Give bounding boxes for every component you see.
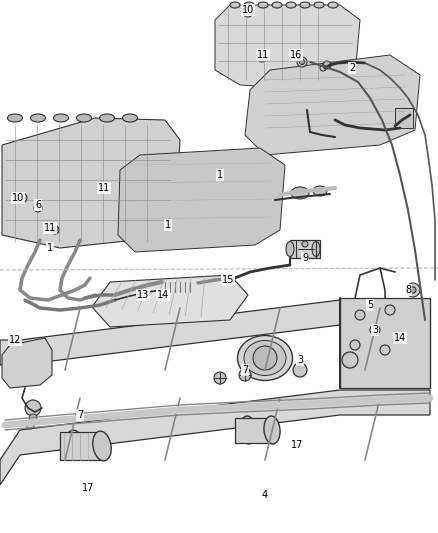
Circle shape bbox=[243, 7, 253, 17]
Text: 17: 17 bbox=[82, 483, 94, 493]
Circle shape bbox=[26, 421, 34, 429]
Ellipse shape bbox=[123, 114, 138, 122]
Circle shape bbox=[214, 372, 226, 384]
Ellipse shape bbox=[314, 2, 324, 8]
Circle shape bbox=[342, 352, 358, 368]
Circle shape bbox=[302, 241, 308, 247]
Circle shape bbox=[51, 226, 59, 234]
Polygon shape bbox=[118, 148, 285, 252]
Ellipse shape bbox=[264, 416, 280, 444]
Polygon shape bbox=[0, 390, 430, 485]
Circle shape bbox=[20, 196, 24, 200]
Circle shape bbox=[380, 345, 390, 355]
Text: 9: 9 bbox=[302, 253, 308, 263]
Text: 15: 15 bbox=[222, 275, 234, 285]
Text: 3: 3 bbox=[372, 325, 378, 335]
Bar bbox=[395, 108, 413, 128]
Circle shape bbox=[355, 310, 365, 320]
Circle shape bbox=[293, 363, 307, 377]
Bar bbox=[235, 418, 273, 443]
Polygon shape bbox=[0, 300, 430, 365]
Circle shape bbox=[370, 325, 380, 335]
Text: 14: 14 bbox=[394, 333, 406, 343]
Circle shape bbox=[34, 204, 42, 212]
Text: 11: 11 bbox=[257, 50, 269, 60]
Text: 3: 3 bbox=[297, 355, 303, 365]
Text: 5: 5 bbox=[367, 300, 373, 310]
Text: 7: 7 bbox=[77, 410, 83, 420]
Bar bbox=[60, 432, 100, 460]
Ellipse shape bbox=[328, 2, 338, 8]
Ellipse shape bbox=[240, 416, 256, 444]
Text: 14: 14 bbox=[157, 290, 169, 300]
Ellipse shape bbox=[312, 241, 320, 256]
Text: 11: 11 bbox=[98, 183, 110, 193]
Ellipse shape bbox=[291, 187, 309, 199]
Text: 1: 1 bbox=[47, 243, 53, 253]
Ellipse shape bbox=[286, 2, 296, 8]
Circle shape bbox=[53, 228, 57, 232]
Text: 8: 8 bbox=[405, 285, 411, 295]
Polygon shape bbox=[215, 5, 360, 90]
Text: 4: 4 bbox=[262, 490, 268, 500]
Text: 2: 2 bbox=[349, 63, 355, 73]
Circle shape bbox=[246, 10, 250, 14]
Text: 1: 1 bbox=[217, 170, 223, 180]
Ellipse shape bbox=[244, 2, 254, 8]
Ellipse shape bbox=[300, 2, 310, 8]
Text: 16: 16 bbox=[290, 50, 302, 60]
Circle shape bbox=[29, 414, 37, 422]
Ellipse shape bbox=[77, 114, 92, 122]
Ellipse shape bbox=[286, 241, 294, 256]
Ellipse shape bbox=[66, 430, 84, 460]
Text: 7: 7 bbox=[242, 365, 248, 375]
Ellipse shape bbox=[237, 335, 293, 381]
Text: 10: 10 bbox=[242, 5, 254, 15]
Text: 12: 12 bbox=[9, 335, 21, 345]
Circle shape bbox=[25, 400, 41, 416]
Circle shape bbox=[239, 369, 251, 381]
Ellipse shape bbox=[53, 114, 68, 122]
Ellipse shape bbox=[230, 2, 240, 8]
Circle shape bbox=[410, 287, 416, 293]
Text: 10: 10 bbox=[12, 193, 24, 203]
Polygon shape bbox=[92, 275, 248, 327]
Ellipse shape bbox=[313, 186, 327, 196]
Ellipse shape bbox=[7, 114, 22, 122]
Ellipse shape bbox=[31, 114, 46, 122]
Circle shape bbox=[297, 57, 307, 67]
Bar bbox=[290, 240, 320, 258]
Bar bbox=[340, 298, 430, 388]
Polygon shape bbox=[2, 338, 52, 388]
Circle shape bbox=[17, 193, 27, 203]
Text: 1: 1 bbox=[165, 220, 171, 230]
Circle shape bbox=[406, 283, 420, 297]
Circle shape bbox=[253, 346, 277, 370]
Ellipse shape bbox=[99, 114, 114, 122]
Circle shape bbox=[350, 340, 360, 350]
Ellipse shape bbox=[93, 431, 111, 461]
Circle shape bbox=[385, 305, 395, 315]
Ellipse shape bbox=[244, 341, 286, 376]
Circle shape bbox=[300, 60, 304, 64]
Text: 11: 11 bbox=[44, 223, 56, 233]
Polygon shape bbox=[2, 118, 180, 248]
Ellipse shape bbox=[258, 2, 268, 8]
Polygon shape bbox=[245, 55, 420, 155]
Text: 17: 17 bbox=[291, 440, 303, 450]
Circle shape bbox=[323, 61, 331, 69]
Text: 6: 6 bbox=[35, 200, 41, 210]
Bar bbox=[163, 280, 198, 293]
Text: 13: 13 bbox=[137, 290, 149, 300]
Circle shape bbox=[258, 54, 266, 62]
Ellipse shape bbox=[272, 2, 282, 8]
